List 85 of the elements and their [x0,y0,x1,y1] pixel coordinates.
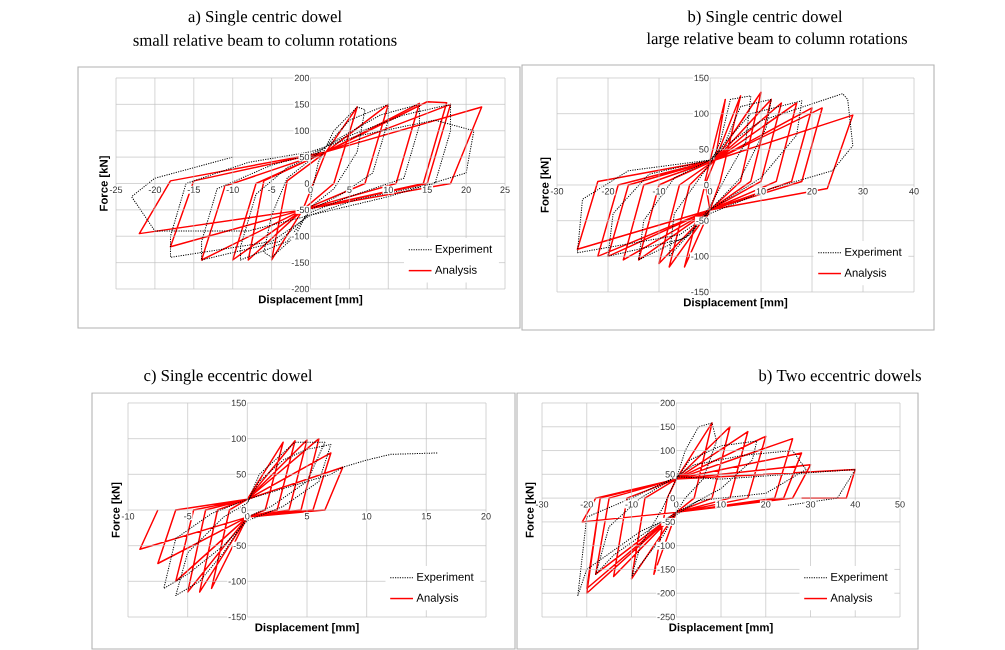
x-axis-title: Displacement [mm] [255,623,359,634]
legend-label: Analysis [434,265,477,277]
y-tick-label: 50 [665,471,675,478]
y-tick-label: 150 [231,399,246,407]
x-tick-label: -30 [535,501,549,508]
y-tick-label: -50 [233,542,246,549]
y-tick-label: 200 [294,74,310,82]
y-tick-label: -200 [657,590,675,597]
y-tick-label: 0 [670,494,675,502]
x-tick-label: 5 [304,513,310,520]
x-tick-label: -20 [601,188,615,195]
x-axis-title: Displacement [mm] [683,298,788,309]
y-tick-label: 150 [660,423,675,430]
legend-label: Analysis [416,593,459,604]
x-tick-label: -10 [226,186,239,193]
x-tick-label: 20 [461,186,471,193]
x-axis-title: Displacement [mm] [669,623,773,634]
y-tick-label: 50 [299,153,310,161]
legend-label: Analysis [830,593,873,604]
chart-title: b) Two eccentric dowels [758,369,921,385]
x-tick-label: 40 [850,501,860,508]
y-tick-label: 100 [231,435,246,442]
y-tick-label: 100 [295,127,310,134]
chart-subtitle: small relative beam to column rotations [133,34,397,46]
y-tick-label: 100 [660,447,675,454]
x-tick-label: -15 [187,186,200,193]
chart-subtitle: large relative beam to column rotations [646,32,908,48]
x-tick-label: 5 [347,186,352,193]
x-tick-label: -25 [109,186,123,193]
chart-title: a) Single centric dowel [188,10,342,26]
x-tick-label: -10 [121,513,135,520]
x-tick-label: 25 [500,186,510,193]
x-axis-title: Displacement [mm] [258,295,363,306]
y-tick-label: -50 [662,518,675,526]
y-axis-title: Force [kN] [525,482,536,538]
x-tick-label: -5 [184,513,192,520]
y-tick-label: 0 [241,506,246,514]
x-tick-label: -10 [652,188,666,195]
x-tick-label: -30 [550,188,564,195]
x-tick-label: -10 [625,501,638,508]
x-tick-label: 15 [422,186,432,193]
y-tick-label: 150 [694,74,709,82]
y-tick-label: -100 [291,233,310,240]
chart-title: b) Single centric dowel [687,10,843,26]
x-tick-label: 10 [756,188,766,195]
x-tick-label: -20 [148,186,162,193]
legend-label: Experiment [845,247,902,259]
x-tick-label: 10 [716,501,726,508]
y-axis-title: Force [kN] [540,157,551,213]
y-tick-label: -100 [691,253,709,260]
y-tick-label: -150 [228,613,246,621]
y-tick-label: -150 [657,566,675,573]
y-tick-label: -50 [696,217,709,224]
y-tick-label: -150 [291,259,310,266]
x-tick-label: 30 [805,501,816,508]
legend-label: Experiment [417,572,474,584]
x-tick-label: 10 [383,186,393,193]
y-tick-label: 50 [236,471,246,478]
x-tick-label: 40 [909,188,919,195]
x-tick-label: 30 [858,188,868,195]
chart-title: c) Single eccentric dowel [144,369,313,385]
legend-label: Experiment [435,244,493,256]
y-axis-title: Force [kN] [99,156,110,211]
x-tick-label: 20 [761,501,771,508]
y-tick-label: 0 [304,180,310,187]
y-tick-label: -150 [691,288,709,296]
x-tick-label: -5 [267,186,276,193]
y-tick-label: 200 [660,399,675,407]
y-tick-label: 100 [694,110,709,117]
x-tick-label: 50 [895,501,905,508]
x-tick-label: 20 [807,188,817,195]
legend-label: Experiment [831,572,888,584]
y-tick-label: 50 [699,146,709,153]
y-tick-label: -100 [228,578,246,585]
x-tick-label: 20 [481,513,491,520]
x-tick-label: -20 [580,501,593,508]
legend-label: Analysis [844,268,887,279]
y-axis-title: Force [kN] [111,482,122,538]
x-tick-label: 15 [421,513,431,520]
x-tick-label: 10 [362,513,372,520]
line-series [139,437,344,593]
y-tick-label: -250 [657,613,675,621]
y-tick-label: -200 [291,285,310,293]
y-tick-label: 150 [295,101,310,108]
y-tick-label: -100 [657,542,675,549]
